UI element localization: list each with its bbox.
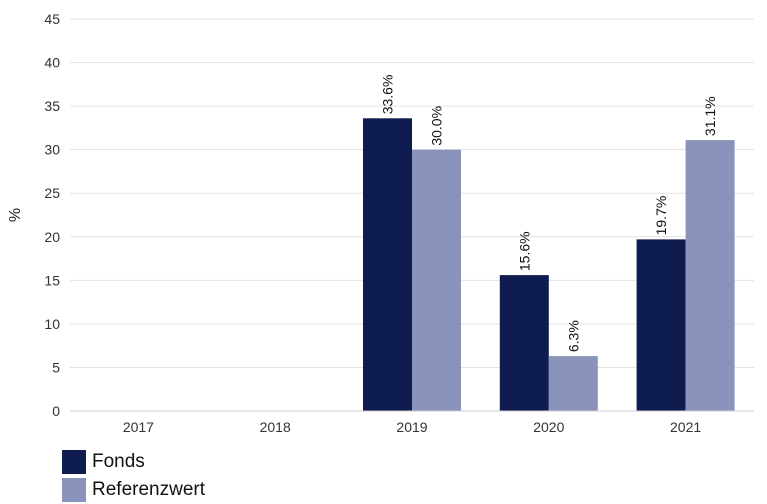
legend-item-referenzwert: Referenzwert bbox=[62, 476, 205, 504]
data-label: 15.6% bbox=[516, 231, 532, 271]
legend-swatch-fonds bbox=[62, 450, 86, 474]
legend-label-referenzwert: Referenzwert bbox=[92, 479, 205, 500]
x-tick-label: 2021 bbox=[670, 419, 701, 435]
y-tick-label: 5 bbox=[52, 359, 60, 375]
y-tick-label: 0 bbox=[52, 403, 60, 419]
bar-chart: 0 5 10 15 20 25 30 35 40 45 33.6% 30.0% 15.6% 6.3% 19… bbox=[7, 11, 754, 435]
legend-label-fonds: Fonds bbox=[92, 451, 145, 472]
x-axis-ticks: 2017 2018 2019 2020 2021 bbox=[123, 419, 702, 435]
y-tick-label: 15 bbox=[44, 272, 60, 288]
y-tick-label: 10 bbox=[44, 316, 60, 332]
y-axis-ticks: 0 5 10 15 20 25 30 35 40 45 bbox=[44, 11, 60, 419]
x-tick-label: 2020 bbox=[533, 419, 564, 435]
y-tick-label: 40 bbox=[44, 55, 60, 71]
x-tick-label: 2017 bbox=[123, 419, 154, 435]
y-tick-label: 20 bbox=[44, 229, 60, 245]
bar-fonds-2021 bbox=[636, 239, 686, 411]
legend-item-fonds: Fonds bbox=[62, 448, 205, 476]
bars bbox=[363, 118, 735, 411]
bar-referenzwert-2021 bbox=[685, 140, 735, 411]
data-label: 19.7% bbox=[653, 196, 669, 236]
data-label: 33.6% bbox=[380, 75, 396, 115]
y-axis-label: % bbox=[7, 208, 24, 222]
x-tick-label: 2018 bbox=[260, 419, 291, 435]
bar-referenzwert-2019 bbox=[412, 149, 461, 411]
bar-referenzwert-2020 bbox=[548, 356, 598, 411]
y-tick-label: 35 bbox=[44, 98, 60, 114]
legend: Fonds Referenzwert bbox=[62, 448, 205, 504]
y-tick-label: 45 bbox=[44, 11, 60, 27]
x-tick-label: 2019 bbox=[396, 419, 427, 435]
y-tick-label: 25 bbox=[44, 185, 60, 201]
y-tick-label: 30 bbox=[44, 142, 60, 158]
data-label: 31.1% bbox=[702, 96, 718, 136]
legend-swatch-referenzwert bbox=[62, 478, 86, 502]
data-label: 6.3% bbox=[565, 320, 581, 352]
data-label: 30.0% bbox=[429, 106, 445, 146]
bar-fonds-2019 bbox=[363, 118, 412, 411]
bar-fonds-2020 bbox=[499, 275, 549, 411]
data-labels: 33.6% 30.0% 15.6% 6.3% 19.7% 31.1% bbox=[380, 75, 719, 353]
